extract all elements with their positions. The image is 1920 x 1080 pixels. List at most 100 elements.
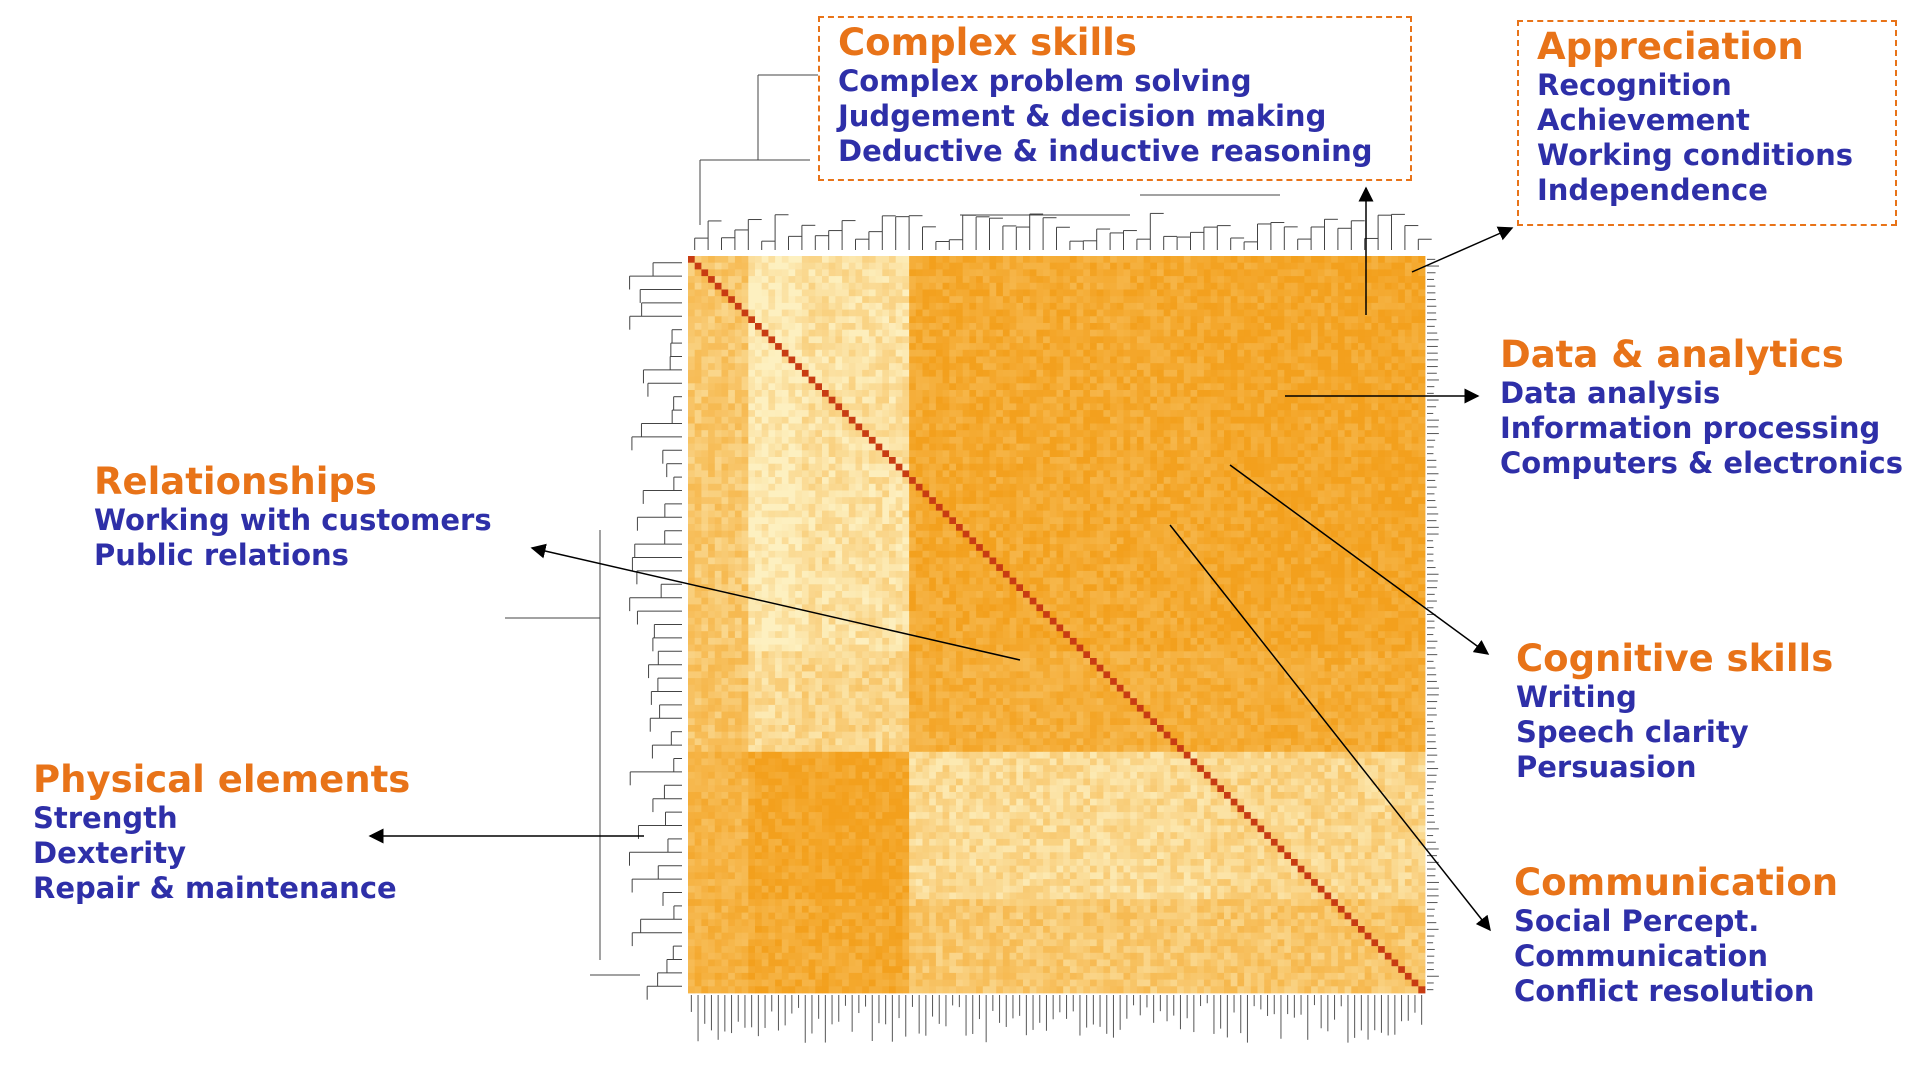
heatmap-cell: [1130, 550, 1138, 558]
heatmap-cell: [1297, 436, 1305, 444]
heatmap-cell: [1023, 262, 1031, 270]
heatmap-cell: [741, 416, 749, 424]
heatmap-cell: [1023, 517, 1031, 525]
heatmap-cell: [855, 343, 863, 351]
heatmap-cell: [728, 363, 736, 371]
heatmap-cell: [922, 463, 930, 471]
heatmap-cell: [808, 336, 816, 344]
heatmap-cell: [1264, 383, 1272, 391]
heatmap-cell: [1063, 356, 1071, 364]
heatmap-cell: [895, 356, 903, 364]
heatmap-cell: [761, 524, 769, 532]
heatmap-cell: [1043, 296, 1051, 304]
heatmap-cell: [1203, 544, 1211, 552]
heatmap-cell: [1304, 457, 1312, 465]
heatmap-cell: [1002, 443, 1010, 451]
heatmap-cell: [1331, 503, 1339, 511]
heatmap-cell: [1217, 510, 1225, 518]
heatmap-cell: [815, 356, 823, 364]
heatmap-cell: [942, 524, 950, 532]
heatmap-cell: [801, 396, 809, 404]
heatmap-cell: [1418, 390, 1426, 398]
heatmap-cell: [1364, 497, 1372, 505]
heatmap-cell: [694, 544, 702, 552]
heatmap-cell: [1304, 383, 1312, 391]
heatmap-cell: [1002, 430, 1010, 438]
heatmap-cell: [1103, 343, 1111, 351]
heatmap-cell: [889, 436, 897, 444]
heatmap-cell: [1190, 256, 1198, 264]
heatmap-cell: [1230, 544, 1238, 552]
heatmap-cell: [962, 410, 970, 418]
heatmap-cell: [1116, 550, 1124, 558]
heatmap-cell: [781, 376, 789, 384]
heatmap-cell: [1183, 309, 1191, 317]
heatmap-cell: [755, 443, 763, 451]
heatmap-cell: [1364, 323, 1372, 331]
heatmap-cell: [848, 497, 856, 505]
heatmap-cell: [1371, 410, 1379, 418]
heatmap-cell: [1123, 383, 1131, 391]
heatmap-cell: [949, 416, 957, 424]
heatmap-cell: [895, 262, 903, 270]
heatmap-cell: [1130, 323, 1138, 331]
heatmap-cell: [1056, 544, 1064, 552]
heatmap-cell: [1351, 289, 1359, 297]
heatmap-cell: [1170, 309, 1178, 317]
heatmap-cell: [1257, 296, 1265, 304]
heatmap-cell: [1304, 544, 1312, 552]
heatmap-cell: [1284, 483, 1292, 491]
heatmap-cell: [1270, 457, 1278, 465]
heatmap-cell: [1136, 450, 1144, 458]
heatmap-cell: [701, 276, 709, 284]
heatmap-cell: [982, 349, 990, 357]
heatmap-cell: [1264, 497, 1272, 505]
heatmap-cell: [922, 256, 930, 264]
heatmap-cell: [701, 323, 709, 331]
heatmap-cell: [1049, 416, 1057, 424]
heatmap-cell: [1029, 510, 1037, 518]
heatmap-cell: [1036, 436, 1044, 444]
heatmap-cell: [701, 477, 709, 485]
heatmap-cell: [795, 524, 803, 532]
heatmap-cell: [1210, 349, 1218, 357]
heatmap-cell: [1096, 457, 1104, 465]
heatmap-cell: [815, 524, 823, 532]
heatmap-cell: [1217, 289, 1225, 297]
heatmap-cell: [956, 436, 964, 444]
heatmap-cell: [1036, 403, 1044, 411]
heatmap-cell: [868, 336, 876, 344]
heatmap-cell: [688, 470, 696, 478]
heatmap-cell: [1224, 262, 1232, 270]
heatmap-cell: [942, 390, 950, 398]
heatmap-cell: [1163, 430, 1171, 438]
heatmap-cell: [1157, 329, 1165, 337]
heatmap-cell: [1304, 490, 1312, 498]
heatmap-cell: [741, 390, 749, 398]
heatmap-cell: [1136, 544, 1144, 552]
heatmap-cell: [855, 383, 863, 391]
heatmap-cell: [1317, 296, 1325, 304]
heatmap-cell: [1036, 390, 1044, 398]
heatmap-cell: [1069, 503, 1077, 511]
heatmap-cell: [1284, 410, 1292, 418]
heatmap-cell: [1096, 423, 1104, 431]
heatmap-cell: [761, 336, 769, 344]
heatmap-cell: [1203, 289, 1211, 297]
heatmap-cell: [1358, 470, 1366, 478]
heatmap-cell: [1183, 323, 1191, 331]
heatmap-cell: [1391, 430, 1399, 438]
heatmap-cell: [882, 262, 890, 270]
heatmap-cell: [882, 356, 890, 364]
heatmap-cell: [1324, 450, 1332, 458]
heatmap-cell: [848, 410, 856, 418]
heatmap-cell: [768, 403, 776, 411]
heatmap-cell: [1264, 309, 1272, 317]
heatmap-cell: [989, 477, 997, 485]
heatmap-cell: [741, 383, 749, 391]
heatmap-cell: [848, 524, 856, 532]
heatmap-cell: [1116, 524, 1124, 532]
heatmap-cell: [1090, 443, 1098, 451]
heatmap-cell: [842, 430, 850, 438]
heatmap-cell: [1203, 329, 1211, 337]
